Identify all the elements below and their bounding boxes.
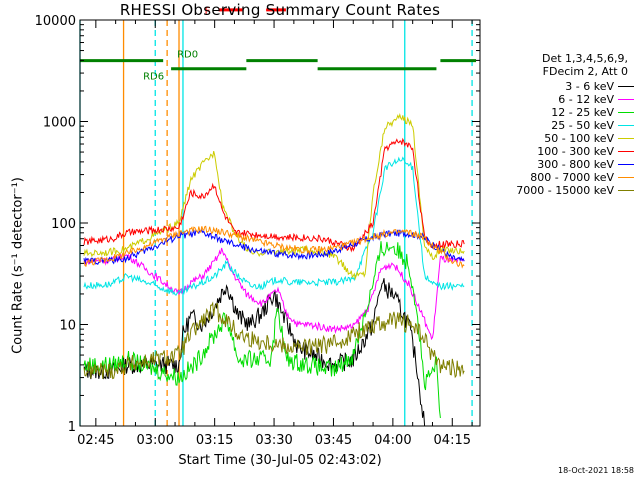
x-tick-label: 02:45 <box>77 433 114 448</box>
legend-header-line-2: FDecim 2, Att 0 <box>542 65 628 78</box>
legend-swatch <box>618 86 634 87</box>
x-tick-label: 03:30 <box>255 433 292 448</box>
legend-header-line-1: Det 1,3,4,5,6,9, <box>541 52 628 65</box>
legend-swatch <box>618 112 634 113</box>
series-line-5 <box>83 137 465 253</box>
y-tick-label: 10 <box>59 319 76 334</box>
legend-entry: 7000 - 15000 keV <box>470 184 636 197</box>
y-tick-label: 100 <box>51 217 76 232</box>
legend-label: 3 - 6 keV <box>565 80 614 93</box>
state-bar-label-rd0: RD0 <box>177 50 198 61</box>
x-tick-label: 03:00 <box>137 433 174 448</box>
legend-entry: 6 - 12 keV <box>470 93 636 106</box>
series-line-7 <box>83 225 465 269</box>
series-line-1 <box>83 247 465 341</box>
state-bar-label-f: F <box>205 6 211 17</box>
x-tick-label: 04:15 <box>434 433 471 448</box>
legend-label: 300 - 800 keV <box>537 158 614 171</box>
y-tick-label: 1000 <box>43 116 76 131</box>
legend-label: 100 - 300 keV <box>537 145 614 158</box>
x-tick-label: 03:45 <box>315 433 352 448</box>
series-line-6 <box>83 229 465 265</box>
y-tick-label: 1 <box>68 420 76 435</box>
legend-entry: 12 - 25 keV <box>470 106 636 119</box>
series-line-2 <box>83 241 441 419</box>
legend-entry: 25 - 50 keV <box>470 119 636 132</box>
legend-label: 50 - 100 keV <box>544 132 614 145</box>
legend-swatch <box>618 125 634 126</box>
legend-entry: 300 - 800 keV <box>470 158 636 171</box>
legend-entry: 3 - 6 keV <box>470 80 636 93</box>
legend-swatch <box>618 151 634 152</box>
y-tick-label: 10000 <box>35 14 76 29</box>
legend-swatch <box>618 99 634 100</box>
legend-label: 12 - 25 keV <box>551 106 614 119</box>
legend-label: 25 - 50 keV <box>551 119 614 132</box>
chart-title: RHESSI Observing Summary Count Rates <box>119 1 441 19</box>
legend-label: 7000 - 15000 keV <box>516 184 614 197</box>
legend-swatch <box>618 138 634 139</box>
timestamp: 18-Oct-2021 18:58 <box>558 466 634 475</box>
legend-entry: 800 - 7000 keV <box>470 171 636 184</box>
legend-entry: 100 - 300 keV <box>470 145 636 158</box>
x-tick-label: 04:00 <box>374 433 411 448</box>
x-tick-label: 03:15 <box>196 433 233 448</box>
state-bars: SNFRD0RD6 <box>80 6 477 83</box>
y-axis-label: Count Rate (s⁻¹ detector⁻¹) <box>10 177 26 354</box>
state-bar-label-rd6: RD6 <box>143 72 164 83</box>
legend: 3 - 6 keV 6 - 12 keV 12 - 25 keV 25 - 50 ke… <box>470 80 636 197</box>
legend-label: 6 - 12 keV <box>558 93 614 106</box>
series-line-8 <box>83 301 465 380</box>
legend-swatch <box>618 190 634 191</box>
y-axis: 1 10 100 1000 10000 <box>35 14 480 435</box>
x-axis: 02:45 03:00 03:15 03:30 03:45 04:00 04:15 <box>77 20 473 448</box>
legend-label: 800 - 7000 keV <box>530 171 614 184</box>
series-lines <box>83 112 465 427</box>
legend-swatch <box>618 177 634 178</box>
legend-entry: 50 - 100 keV <box>470 132 636 145</box>
series-line-3 <box>83 156 465 296</box>
legend-swatch <box>618 164 634 165</box>
x-axis-label: Start Time (30-Jul-05 02:43:02) <box>178 453 382 468</box>
